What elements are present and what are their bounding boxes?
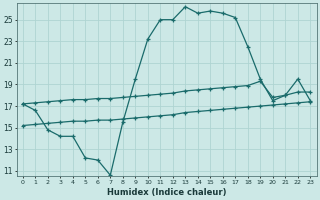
X-axis label: Humidex (Indice chaleur): Humidex (Indice chaleur)	[107, 188, 226, 197]
